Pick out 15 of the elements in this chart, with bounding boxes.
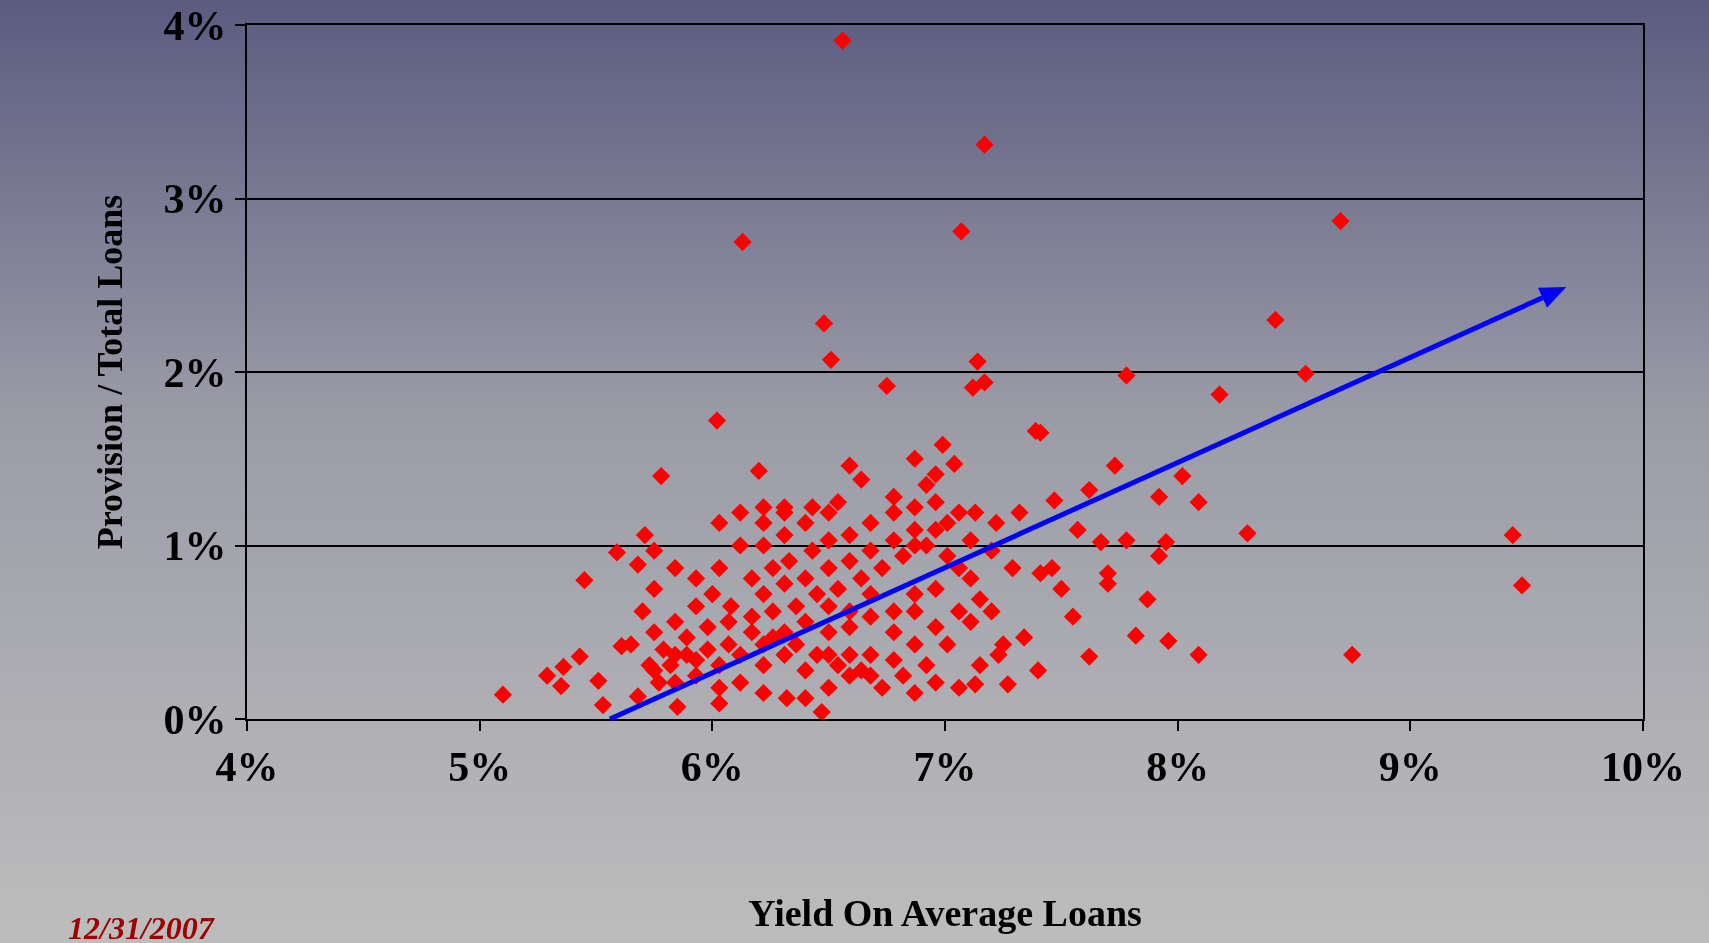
x-tick-label: 6% bbox=[680, 744, 744, 791]
y-tick-label: 4% bbox=[163, 2, 227, 49]
x-tick-label: 5% bbox=[448, 744, 512, 791]
x-tick-label: 10% bbox=[1601, 744, 1685, 791]
x-tick-label: 8% bbox=[1146, 744, 1210, 791]
y-tick-label: 0% bbox=[163, 696, 227, 743]
x-tick-label: 4% bbox=[215, 744, 279, 791]
y-tick-label: 3% bbox=[163, 176, 227, 223]
y-tick-label: 1% bbox=[163, 523, 227, 570]
x-axis-title: Yield On Average Loans bbox=[748, 892, 1142, 934]
x-tick-label: 7% bbox=[913, 744, 977, 791]
text: 12/31/2007 bbox=[68, 910, 216, 943]
y-axis-title: Provision / Total Loans bbox=[90, 194, 130, 550]
y-tick-label: 2% bbox=[163, 349, 227, 396]
x-tick-label: 9% bbox=[1378, 744, 1442, 791]
